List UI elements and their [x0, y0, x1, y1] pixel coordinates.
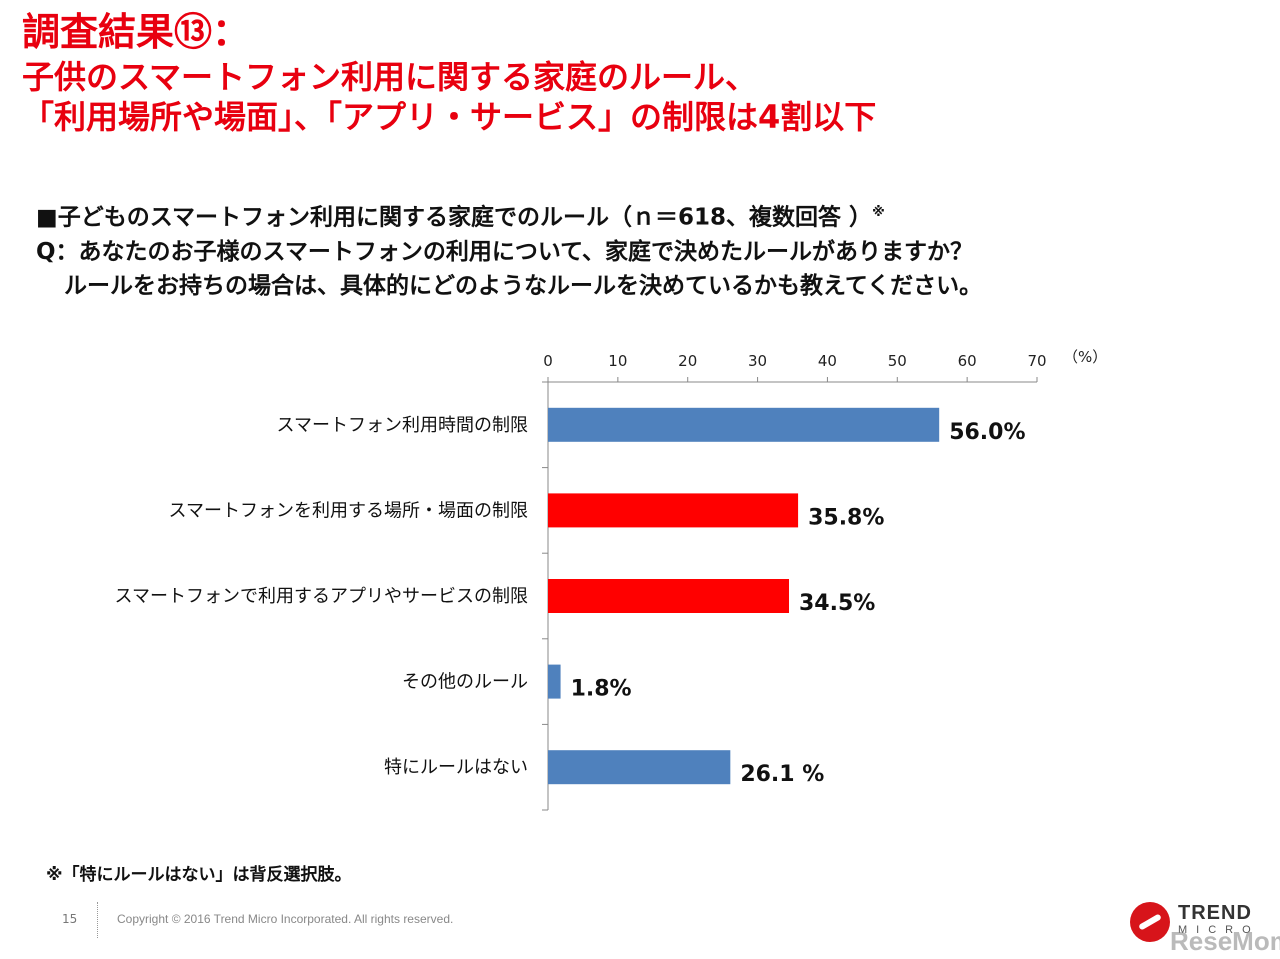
page-number: 15 — [62, 912, 78, 926]
x-tick-label: 0 — [543, 352, 553, 370]
data-label: 35.8% — [808, 505, 884, 530]
title-block: 調査結果⑬： 子供のスマートフォン利用に関する家庭のルール、 「利用場所や場面」… — [22, 10, 876, 136]
x-tick-label: 70 — [1027, 352, 1046, 370]
x-tick-label: 40 — [818, 352, 837, 370]
brand-logo: TREND MICRO — [1130, 898, 1270, 954]
footnote: ※「特にルールはない」は背反選択肢。 — [46, 865, 352, 885]
brand-sub: MICRO — [1178, 924, 1260, 936]
data-label: 56.0% — [949, 420, 1025, 445]
question-line1: Q：あなたのお子様のスマートフォンの利用について、家庭で決めたルールがありますか… — [36, 238, 974, 265]
page-subtitle-line1: 子供のスマートフォン利用に関する家庭のルール、 — [22, 57, 758, 96]
bar — [548, 664, 561, 699]
watermark: ReseMom — [1170, 926, 1280, 956]
x-tick-label: 50 — [888, 352, 907, 370]
category-label: スマートフォン利用時間の制限 — [277, 415, 528, 436]
bar — [548, 493, 799, 528]
category-label: スマートフォンを利用する場所・場面の制限 — [169, 500, 528, 521]
footer-divider — [97, 902, 98, 938]
category-label: 特にルールはない — [384, 757, 528, 778]
data-label: 1.8% — [571, 677, 632, 702]
data-label: 34.5% — [799, 591, 875, 616]
bar — [548, 750, 731, 785]
x-tick-label: 60 — [958, 352, 977, 370]
brand-name: TREND — [1178, 902, 1252, 924]
category-label: スマートフォンで利用するアプリやサービスの制限 — [115, 586, 528, 607]
x-tick-label: 20 — [678, 352, 697, 370]
brand-logo-icon — [1130, 902, 1170, 942]
page-subtitle-line2: 「利用場所や場面」、「アプリ・サービス」の制限は4割以下 — [22, 97, 877, 136]
copyright-text: Copyright © 2016 Trend Micro Incorporate… — [117, 912, 454, 926]
question-heading-text: ■子どものスマートフォン利用に関する家庭でのルール（ｎ＝618、複数回答 ） — [36, 204, 873, 231]
question-heading-mark: ※ — [872, 205, 885, 220]
data-label: 26.1 % — [740, 762, 824, 787]
question-heading: ■子どものスマートフォン利用に関する家庭でのルール（ｎ＝618、複数回答 ）※ — [36, 196, 982, 235]
page-title: 調査結果⑬： — [22, 10, 251, 54]
category-label: その他のルール — [402, 672, 528, 693]
bar — [548, 407, 940, 442]
x-tick-label: 30 — [748, 352, 767, 370]
question-block: ■子どものスマートフォン利用に関する家庭でのルール（ｎ＝618、複数回答 ）※ … — [36, 196, 982, 303]
x-axis-unit: （%） — [1063, 348, 1107, 366]
bar — [548, 579, 790, 613]
question-line2: ルールをお持ちの場合は、具体的にどのようなルールを決めているかも教えてください。 — [64, 272, 983, 299]
x-tick-label: 10 — [608, 352, 627, 370]
